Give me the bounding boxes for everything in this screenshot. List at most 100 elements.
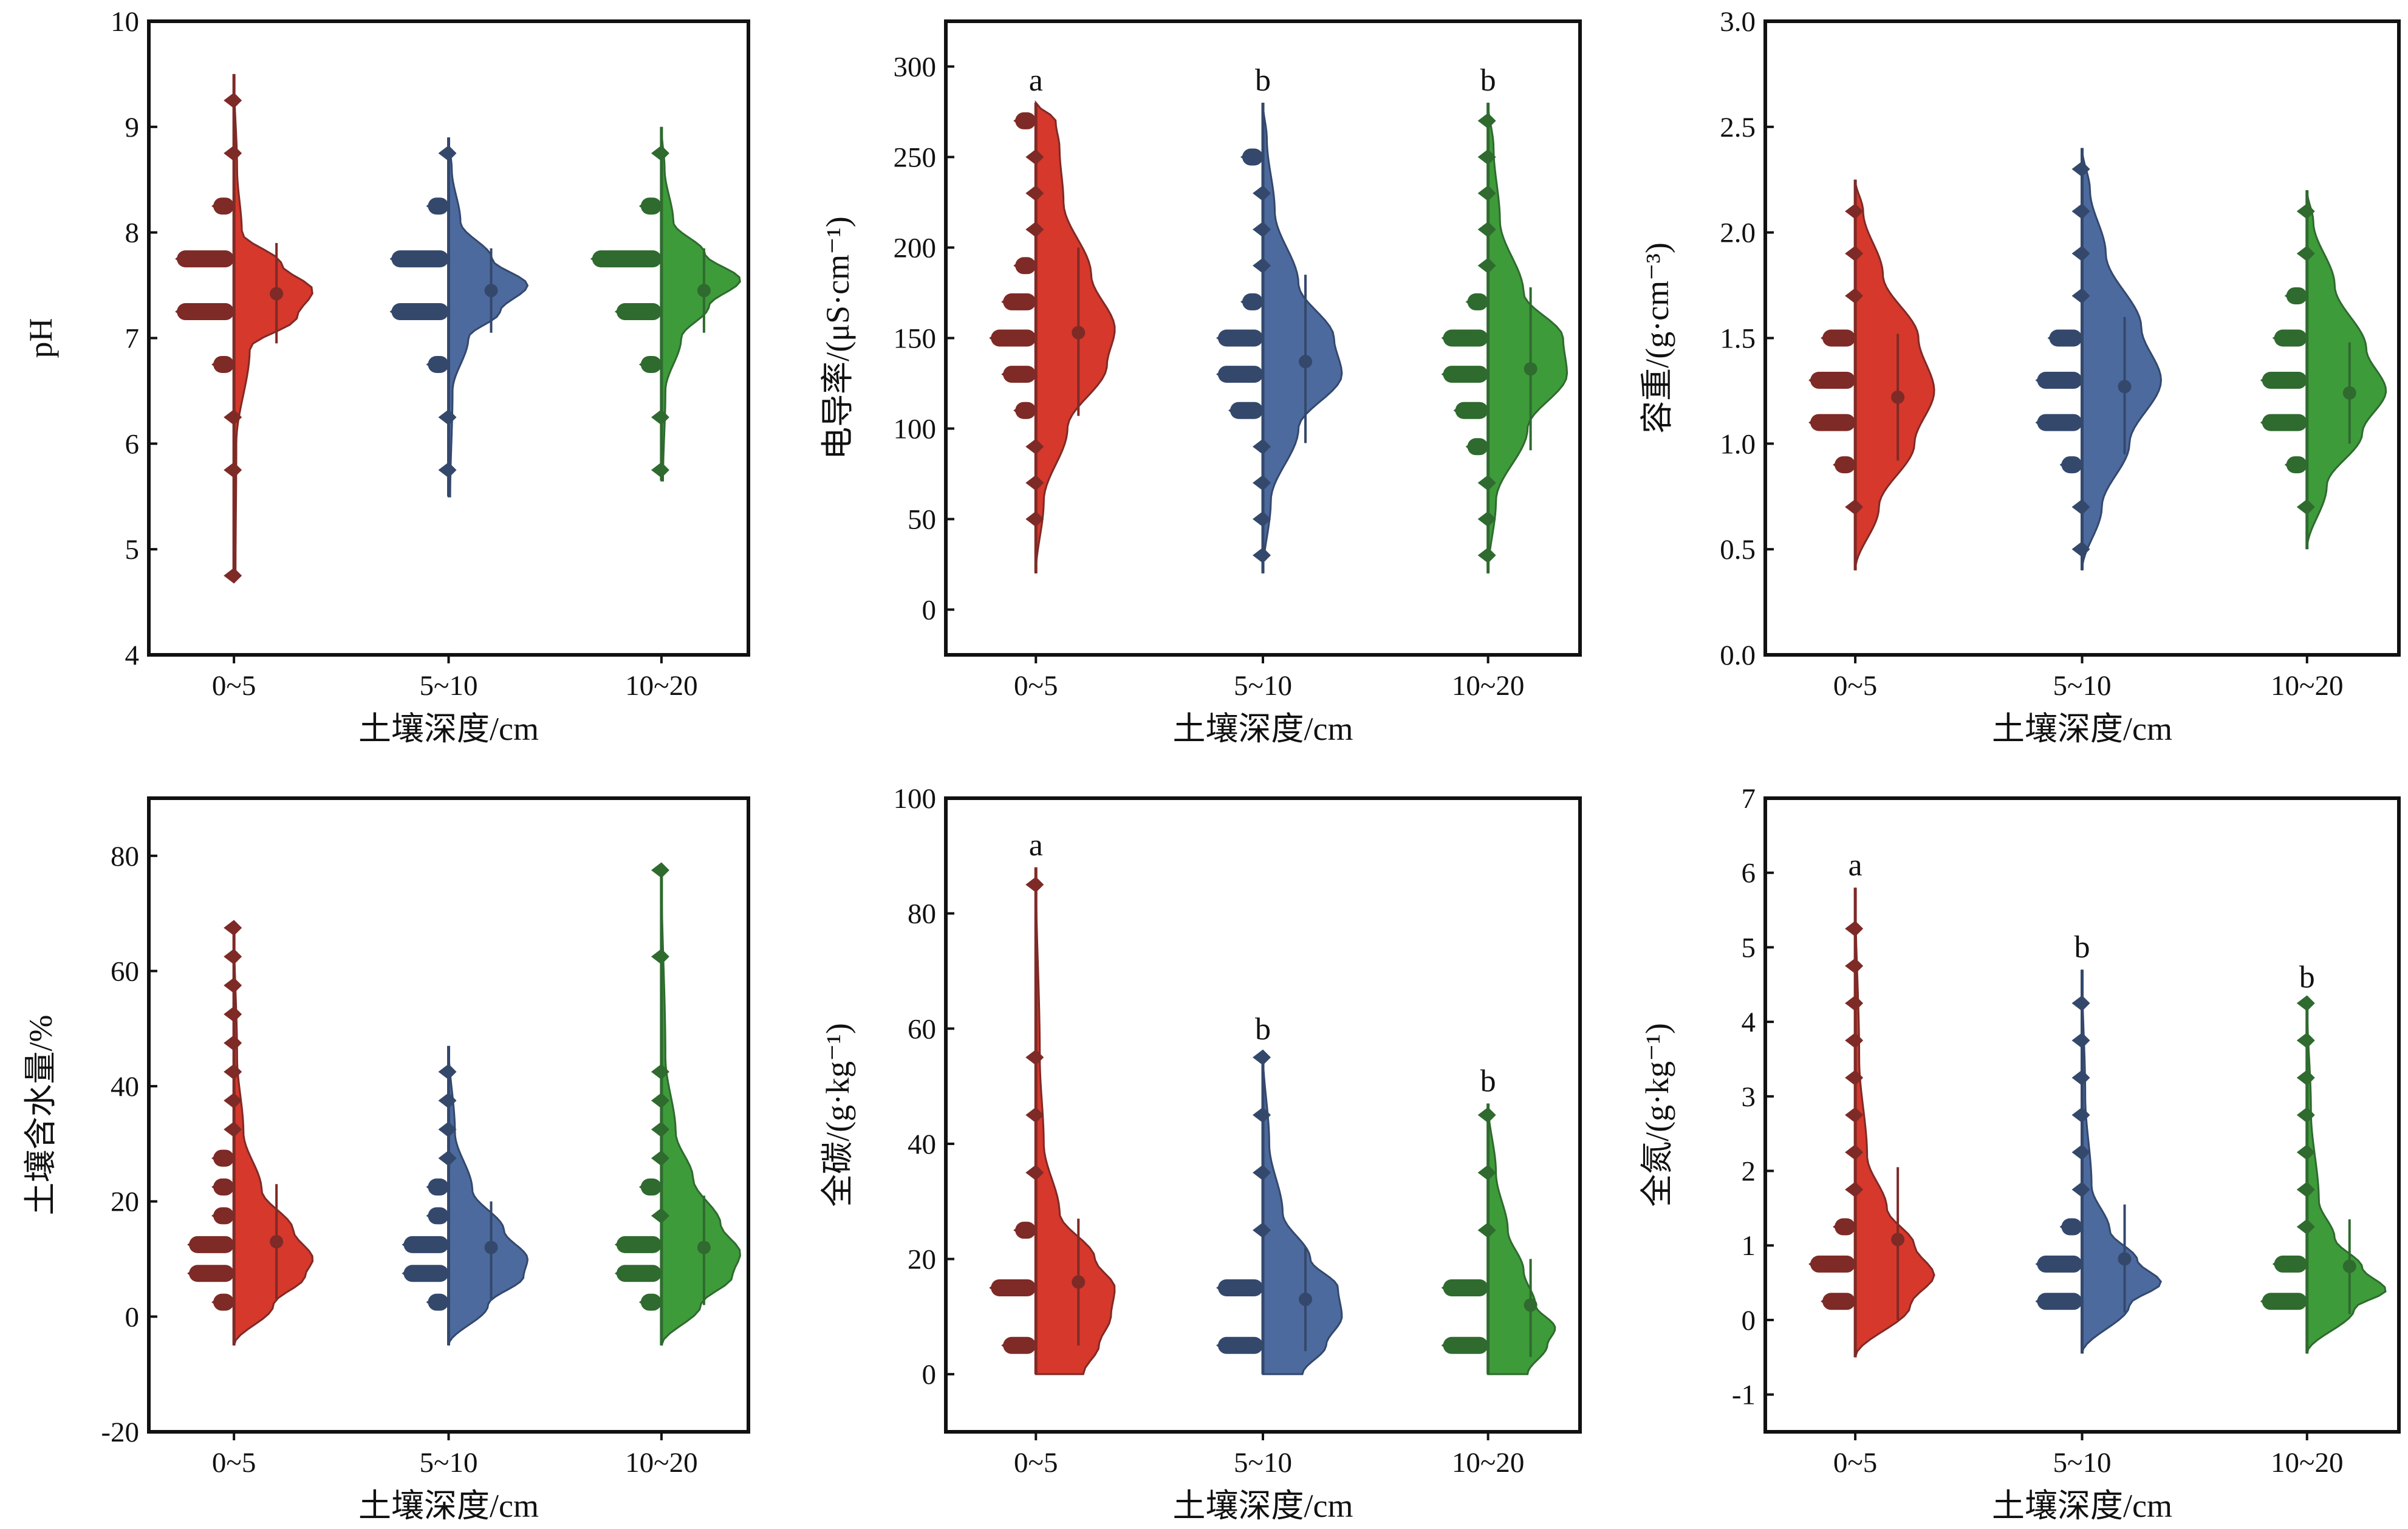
data-point bbox=[426, 198, 445, 214]
data-point bbox=[1025, 185, 1044, 202]
data-point bbox=[1845, 1032, 1864, 1048]
data-point bbox=[614, 304, 633, 320]
y-tick-label: 100 bbox=[894, 783, 937, 815]
data-point bbox=[1001, 293, 1020, 310]
data-point bbox=[1025, 511, 1044, 527]
series-5~10 bbox=[402, 1045, 529, 1346]
data-point bbox=[1025, 474, 1044, 491]
data-point bbox=[1253, 474, 1271, 491]
data-point bbox=[402, 1265, 420, 1282]
data-point bbox=[438, 409, 457, 425]
data-point bbox=[1013, 112, 1032, 129]
data-point bbox=[2272, 1256, 2291, 1272]
data-point bbox=[651, 1121, 669, 1138]
data-point bbox=[1465, 439, 1484, 455]
data-point bbox=[1845, 287, 1864, 304]
x-tick-label: 0~5 bbox=[1833, 1447, 1877, 1479]
data-point bbox=[175, 251, 194, 267]
series-0~5 bbox=[187, 920, 314, 1346]
data-point bbox=[389, 251, 408, 267]
data-point bbox=[211, 356, 230, 372]
series-0~5: a bbox=[989, 63, 1116, 573]
y-tick-label: 6 bbox=[1742, 858, 1756, 889]
data-point bbox=[211, 1294, 230, 1310]
y-tick-label: 8 bbox=[125, 217, 140, 249]
data-point bbox=[1477, 1107, 1496, 1123]
violin-body bbox=[2306, 999, 2387, 1354]
mean-marker bbox=[270, 287, 284, 301]
chart-panel-6: a b b -1 0 1 2 3 4 5 6 7 0~5 5~10 10~20 土壤深度/cm 全氮/(g·kg… bbox=[1639, 783, 2401, 1524]
y-tick-label: 100 bbox=[894, 414, 937, 445]
data-point bbox=[1253, 1049, 1271, 1066]
mean-marker bbox=[1891, 390, 1905, 404]
violin-body bbox=[2081, 970, 2162, 1354]
data-point bbox=[1845, 1070, 1864, 1086]
series-10~20 bbox=[614, 862, 741, 1346]
y-tick-label: 40 bbox=[908, 1129, 936, 1160]
x-tick-label: 5~10 bbox=[2053, 670, 2112, 702]
chart-panel-3: 0.0 0.5 1.0 1.5 2.0 2.5 3.0 0~5 5~10 10~20 土壤深度/cm… bbox=[1639, 6, 2401, 747]
data-point bbox=[989, 1279, 1008, 1296]
data-point bbox=[1477, 547, 1496, 564]
x-tick-label: 0~5 bbox=[212, 1447, 256, 1479]
data-point bbox=[1025, 1165, 1044, 1181]
data-point bbox=[426, 356, 445, 372]
data-point bbox=[1808, 414, 1827, 431]
data-point bbox=[2071, 1182, 2090, 1198]
violin-body bbox=[2081, 148, 2163, 571]
y-tick-label: 0 bbox=[922, 595, 937, 626]
y-tick-label: 5 bbox=[1742, 932, 1756, 963]
y-tick-label: 20 bbox=[908, 1244, 936, 1276]
y-tick-label: 2 bbox=[1742, 1156, 1756, 1188]
data-point bbox=[1253, 547, 1271, 564]
data-point bbox=[1253, 511, 1271, 527]
data-point bbox=[426, 1179, 445, 1195]
data-point bbox=[2296, 499, 2315, 515]
data-point bbox=[1253, 221, 1271, 238]
data-point bbox=[2035, 1293, 2054, 1310]
data-point bbox=[1477, 258, 1496, 274]
data-point bbox=[989, 330, 1008, 346]
x-axis-label: 土壤深度/cm bbox=[1173, 1488, 1353, 1524]
data-point bbox=[2272, 330, 2291, 346]
series-5~10: b bbox=[2035, 930, 2162, 1354]
data-point bbox=[1845, 1107, 1864, 1123]
significance-letter: b bbox=[1255, 63, 1271, 98]
data-point bbox=[651, 462, 669, 478]
x-axis-label: 土壤深度/cm bbox=[1992, 711, 2172, 747]
significance-letter: b bbox=[2299, 960, 2315, 994]
data-point bbox=[438, 462, 457, 478]
data-point bbox=[2296, 1107, 2315, 1123]
data-point bbox=[1013, 258, 1032, 274]
data-point bbox=[426, 1208, 445, 1224]
x-tick-label: 10~20 bbox=[1452, 670, 1524, 702]
series-10~20: b bbox=[2260, 960, 2387, 1354]
mean-marker bbox=[2118, 1252, 2132, 1266]
data-point bbox=[1253, 439, 1271, 455]
violin-body bbox=[1487, 103, 1568, 573]
data-point bbox=[1441, 1279, 1460, 1296]
data-point bbox=[1821, 330, 1839, 346]
series-0~5 bbox=[175, 74, 313, 584]
y-tick-label: 0 bbox=[125, 1301, 140, 1333]
data-point bbox=[651, 948, 669, 965]
data-point bbox=[1808, 372, 1827, 389]
data-point bbox=[389, 304, 408, 320]
data-point bbox=[1216, 330, 1234, 346]
x-tick-label: 10~20 bbox=[1452, 1447, 1524, 1479]
x-tick-label: 10~20 bbox=[2271, 1447, 2343, 1479]
data-point bbox=[2296, 1219, 2315, 1235]
data-point bbox=[638, 1179, 657, 1195]
y-tick-label: 3.0 bbox=[1720, 6, 1756, 38]
data-point bbox=[638, 1294, 657, 1310]
x-tick-label: 10~20 bbox=[625, 670, 697, 702]
mean-marker bbox=[1072, 1275, 1086, 1289]
x-tick-label: 0~5 bbox=[1833, 670, 1877, 702]
data-point bbox=[211, 1208, 230, 1224]
data-point bbox=[2284, 457, 2303, 473]
y-tick-label: 250 bbox=[894, 142, 937, 174]
x-tick-label: 5~10 bbox=[420, 670, 478, 702]
data-point bbox=[1253, 1107, 1271, 1123]
series-0~5: a bbox=[1808, 848, 1935, 1358]
mean-marker bbox=[1299, 1292, 1312, 1306]
